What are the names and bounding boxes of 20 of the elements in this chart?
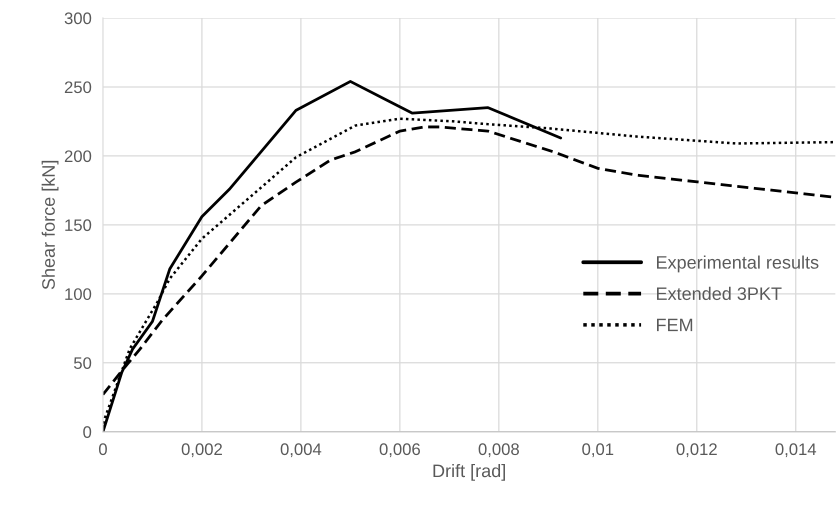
x-axis-title: Drift [rad] (434, 464, 505, 481)
y-tick-label: 100 (65, 288, 92, 300)
legend-label: Experimental results (657, 256, 818, 272)
y-axis-title: Shear force [kN] (42, 160, 58, 290)
x-tick-label: 0,006 (380, 443, 420, 458)
y-tick-label: 250 (64, 81, 92, 94)
x-tick-label: 0 (98, 443, 107, 456)
legend-label: FEM (657, 318, 692, 332)
x-tick-label: 0,004 (280, 443, 322, 458)
y-tick-label: 200 (64, 150, 92, 162)
y-tick-label: 150 (65, 219, 92, 232)
y-tick-label: 300 (64, 12, 92, 24)
y-tick-label: 0 (83, 426, 92, 438)
x-tick-label: 0,01 (582, 443, 614, 458)
x-tick-label: 0,002 (182, 443, 222, 458)
legend-label: Extended 3PKT (657, 286, 782, 300)
x-tick-label: 0,012 (676, 443, 717, 458)
x-tick-label: 0,014 (776, 443, 816, 458)
y-tick-label: 50 (74, 357, 92, 369)
x-tick-label: 0,008 (478, 443, 519, 458)
